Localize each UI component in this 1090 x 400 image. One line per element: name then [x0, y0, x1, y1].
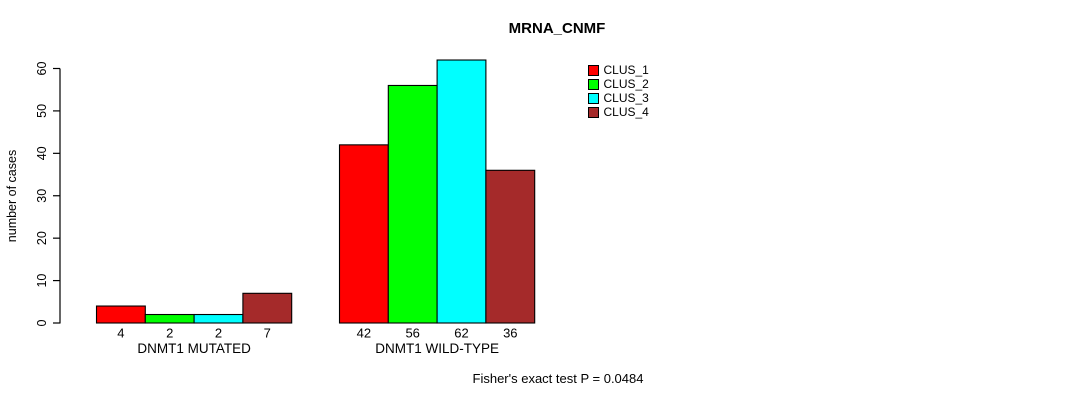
fisher-test-annotation: Fisher's exact test P = 0.0484 — [472, 371, 644, 386]
y-tick-label: 30 — [35, 189, 49, 203]
bar-value-label: 2 — [215, 326, 222, 341]
bar-clus_1-group1 — [95, 305, 146, 324]
legend: CLUS_1 CLUS_2 CLUS_3 CLUS_4 — [588, 63, 649, 119]
y-tick-label: 0 — [35, 319, 49, 326]
group-label: DNMT1 MUTATED — [137, 341, 251, 356]
legend-item-clus_4: CLUS_4 — [588, 105, 649, 119]
legend-item-clus_2: CLUS_2 — [588, 77, 649, 91]
bar-clus_2-group1 — [144, 313, 195, 324]
legend-label: CLUS_2 — [603, 77, 649, 91]
bar-value-label: 2 — [166, 326, 173, 341]
bar-clus_2-group2 — [387, 84, 438, 324]
y-tick-label: 60 — [35, 61, 49, 75]
y-tick-label: 20 — [35, 231, 49, 245]
bar-value-label: 4 — [117, 326, 124, 341]
legend-swatch — [588, 79, 599, 90]
bar-clus_3-group2 — [436, 59, 487, 324]
y-tick-label: 50 — [35, 104, 49, 118]
legend-swatch — [588, 93, 599, 104]
legend-label: CLUS_1 — [603, 63, 649, 77]
bar-clus_1-group2 — [338, 144, 389, 324]
bar-clus_4-group1 — [242, 292, 293, 324]
bar-clus_4-group2 — [485, 169, 536, 324]
legend-item-clus_3: CLUS_3 — [588, 91, 649, 105]
bar-value-label: 42 — [357, 326, 371, 341]
legend-swatch — [588, 107, 599, 118]
legend-item-clus_1: CLUS_1 — [588, 63, 649, 77]
legend-swatch — [588, 65, 599, 76]
y-tick-label: 10 — [35, 274, 49, 288]
bar-value-label: 62 — [454, 326, 468, 341]
legend-label: CLUS_4 — [603, 105, 649, 119]
bar-value-label: 36 — [503, 326, 517, 341]
bar-value-label: 7 — [264, 326, 271, 341]
bar-value-label: 56 — [405, 326, 419, 341]
y-tick-label: 40 — [35, 146, 49, 160]
legend-label: CLUS_3 — [603, 91, 649, 105]
bar-clus_3-group1 — [193, 313, 244, 324]
group-label: DNMT1 WILD-TYPE — [375, 341, 499, 356]
chart-title: MRNA_CNMF — [508, 20, 606, 37]
